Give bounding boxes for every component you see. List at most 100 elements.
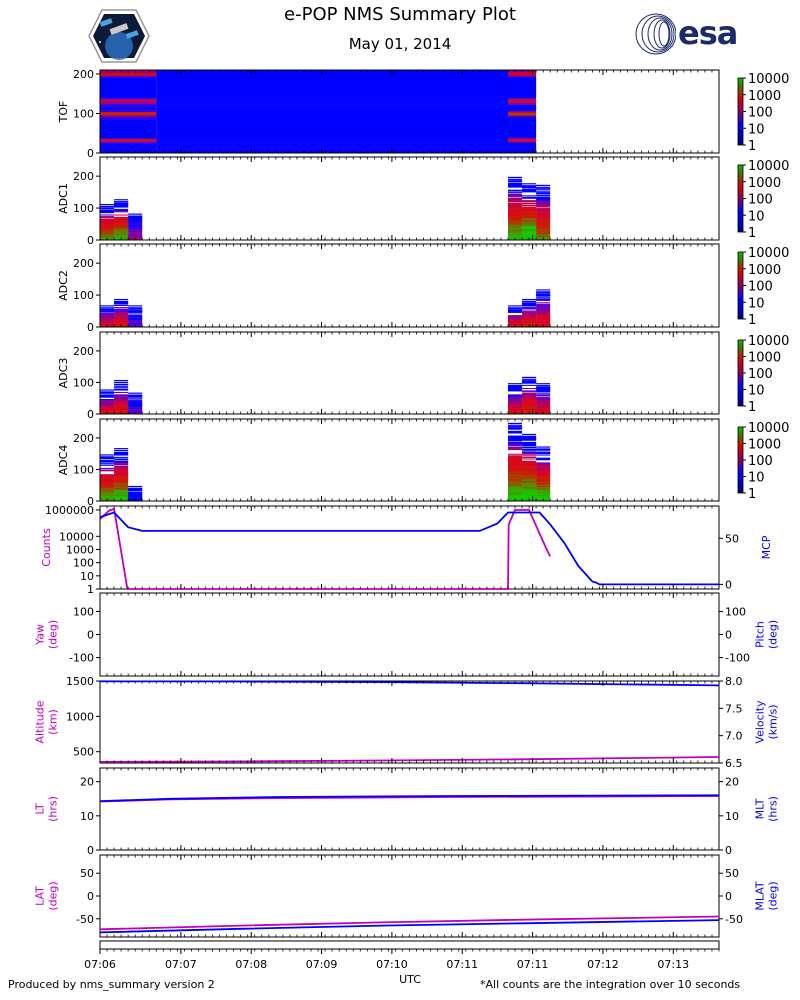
adc1-cell	[507, 215, 523, 217]
adc4-colorbar-label: 10000	[748, 421, 789, 436]
adc1-cell	[522, 203, 537, 205]
adc1-cell	[522, 215, 537, 217]
tof-cell	[507, 89, 537, 92]
adc4-cell	[522, 435, 537, 437]
adc1-cell	[100, 228, 115, 230]
alt_vel-left-label-line: Altitude	[34, 700, 47, 743]
adc1-cell	[100, 211, 115, 213]
adc2-cell	[536, 299, 551, 301]
adc4-cell	[507, 461, 523, 463]
adc3-cell	[522, 391, 537, 393]
tof-cell	[156, 143, 508, 145]
adc1-cell	[128, 220, 143, 222]
adc1-ytick-label: 100	[73, 202, 94, 215]
adc2-cell	[128, 320, 143, 322]
tof-cell	[507, 144, 537, 146]
adc3-cell	[128, 409, 143, 411]
adc4-cell	[536, 490, 551, 492]
adc1-cell	[536, 227, 551, 229]
adc3-cell	[114, 383, 129, 385]
adc2-cell	[100, 315, 115, 317]
tof-cell	[507, 126, 537, 128]
adc4-cell	[114, 484, 129, 486]
adc2-cell	[522, 323, 537, 325]
adc4-cell	[536, 480, 551, 482]
adc4-cell	[522, 464, 537, 466]
tof-cell	[100, 142, 157, 144]
adc4-cell	[114, 448, 129, 450]
tof-cell	[100, 85, 157, 88]
adc4-cell	[536, 489, 551, 491]
tof-cell	[100, 88, 157, 91]
adc3-cell	[100, 403, 115, 405]
adc2-cell	[522, 322, 537, 324]
adc4-cell	[536, 482, 551, 484]
adc4-cell	[100, 494, 115, 496]
adc1-colorbar-label: 1	[748, 226, 756, 241]
adc3-cell	[114, 397, 129, 399]
tof-cell	[507, 105, 537, 107]
adc1-cell	[536, 217, 551, 219]
adc4-cell	[100, 493, 115, 495]
adc4-cell	[507, 448, 523, 451]
adc3-cell	[114, 385, 129, 387]
adc4-cell	[114, 471, 129, 473]
adc1-cell	[522, 204, 537, 206]
counts_mcp-right-tick-label: 50	[725, 532, 739, 545]
adc4-cell	[522, 439, 537, 441]
adc4-cell	[522, 445, 537, 447]
adc4-cell	[128, 497, 143, 499]
adc4-cell	[100, 496, 115, 498]
adc1-cell	[507, 195, 523, 197]
adc1-cell	[507, 222, 523, 224]
adc4-cell	[522, 472, 537, 474]
adc2-cell	[507, 311, 523, 313]
adc1-cell	[114, 208, 129, 210]
adc2-cell	[536, 306, 551, 308]
adc1-cell	[114, 211, 129, 213]
tof-cell	[507, 90, 537, 93]
adc4-cell	[114, 467, 129, 469]
tof-cell	[156, 148, 508, 150]
adc1-cell	[507, 204, 523, 206]
adc4-cell	[522, 455, 537, 457]
lat_mlat-series-lat	[99, 915, 720, 931]
adc4-cell	[100, 474, 115, 477]
tof-cell	[507, 119, 537, 121]
tof-cell	[100, 127, 157, 129]
adc3-cell	[522, 404, 537, 406]
adc3-cell	[536, 391, 551, 393]
adc3-cell	[536, 409, 551, 411]
adc1-cell	[536, 195, 551, 197]
adc3-cell	[100, 410, 115, 412]
tof-cell	[156, 74, 508, 77]
counts_mcp-right-label: MCP	[760, 535, 773, 559]
adc4-cell	[100, 476, 115, 478]
tof-cell	[100, 103, 157, 105]
adc2-cell	[536, 307, 551, 309]
adc1-ytick-label: 200	[73, 170, 94, 183]
tof-cell	[156, 131, 508, 133]
adc4-cell	[507, 459, 523, 461]
adc4-cell	[522, 453, 537, 455]
adc1-cell	[114, 231, 129, 233]
yaw_pitch-right-tick-label: 0	[725, 629, 732, 642]
adc4-cell	[100, 497, 115, 499]
adc3-cell	[536, 399, 551, 401]
tof-cell	[156, 101, 508, 103]
lat_mlat-left-label-line: (deg)	[47, 881, 60, 910]
adc3-cell	[522, 410, 537, 412]
tof-cell	[156, 85, 508, 88]
adc1-cell	[100, 218, 115, 220]
alt_vel-left-tick-label: 1500	[66, 675, 94, 688]
adc1-cell	[522, 189, 537, 191]
adc1-cell	[100, 219, 115, 221]
adc3-cell	[128, 405, 143, 407]
adc4-cell	[522, 497, 537, 499]
adc1-cell	[522, 225, 537, 227]
adc1-cell	[100, 207, 115, 209]
adc4-cell	[536, 469, 551, 471]
tof-cell	[156, 127, 508, 129]
adc2-cell	[536, 311, 551, 313]
tof-cell	[507, 81, 537, 84]
